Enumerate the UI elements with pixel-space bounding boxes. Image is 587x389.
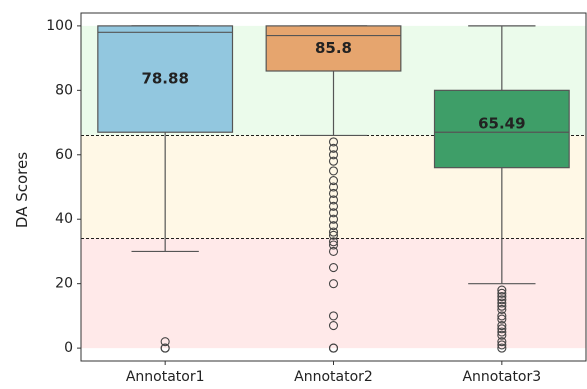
outlier-point	[497, 311, 507, 321]
outlier-point	[328, 321, 339, 331]
outlier-point	[328, 156, 339, 166]
outlier-point	[497, 321, 507, 331]
iqr-box	[265, 25, 402, 72]
outlier-point	[328, 143, 339, 153]
outlier-point	[497, 314, 507, 324]
x-tick-label: Annotator3	[462, 369, 541, 385]
plot-frame	[80, 12, 587, 362]
box-annotator2: 85.8	[265, 25, 402, 353]
y-axis-label: DA Scores	[13, 152, 31, 228]
outlier-point	[328, 214, 339, 224]
outlier-point	[497, 288, 507, 298]
outlier-point	[497, 327, 507, 337]
outlier-point	[328, 166, 339, 176]
outlier-point	[328, 343, 339, 353]
mean-label: 78.88	[141, 70, 188, 88]
y-tick-label: 100	[46, 18, 73, 34]
outlier-point	[328, 230, 339, 240]
outlier-point	[328, 246, 339, 256]
outlier-point	[328, 311, 339, 321]
outlier-point	[328, 237, 339, 247]
box-annotator3: 65.49	[433, 25, 570, 353]
outlier-point	[497, 292, 507, 302]
outlier-point	[497, 337, 507, 347]
iqr-box	[433, 89, 570, 169]
outlier-point	[497, 285, 507, 295]
outlier-point	[328, 188, 339, 198]
outlier-point	[328, 176, 339, 186]
outlier-point	[328, 201, 339, 211]
outlier-point	[160, 337, 170, 347]
outlier-point	[497, 330, 507, 340]
x-tick-label: Annotator1	[126, 369, 205, 385]
x-tick-label: Annotator2	[294, 369, 373, 385]
iqr-box	[97, 25, 234, 133]
outlier-point	[328, 195, 339, 205]
outlier-point	[328, 182, 339, 192]
outlier-point	[328, 279, 339, 289]
y-tick-label: 60	[55, 147, 73, 163]
outlier-point	[497, 340, 507, 350]
outlier-point	[328, 208, 339, 218]
box-annotator1: 78.88	[97, 25, 234, 353]
y-tick-label: 0	[64, 340, 73, 356]
outlier-point	[328, 263, 339, 273]
outlier-point	[328, 137, 339, 147]
outlier-point	[497, 301, 507, 311]
outlier-point	[497, 343, 507, 353]
outlier-point	[497, 295, 507, 305]
outlier-point	[328, 150, 339, 160]
outlier-point	[328, 240, 339, 250]
y-tick-label: 80	[55, 82, 73, 98]
mean-label: 85.8	[315, 39, 352, 57]
boxes: 78.88 85.8 65.49	[97, 25, 570, 353]
outlier-point	[497, 324, 507, 334]
outlier-point	[328, 221, 339, 231]
outlier-point	[160, 343, 170, 353]
outlier-point	[328, 227, 339, 237]
y-tick-label: 40	[55, 211, 73, 227]
axes: Annotator1 Annotator2 Annotator3 0 20 40 60 80 1…	[46, 12, 587, 385]
y-tick-label: 20	[55, 276, 73, 292]
mean-label: 65.49	[478, 115, 525, 133]
outlier-point	[497, 304, 507, 314]
outlier-point	[497, 298, 507, 308]
